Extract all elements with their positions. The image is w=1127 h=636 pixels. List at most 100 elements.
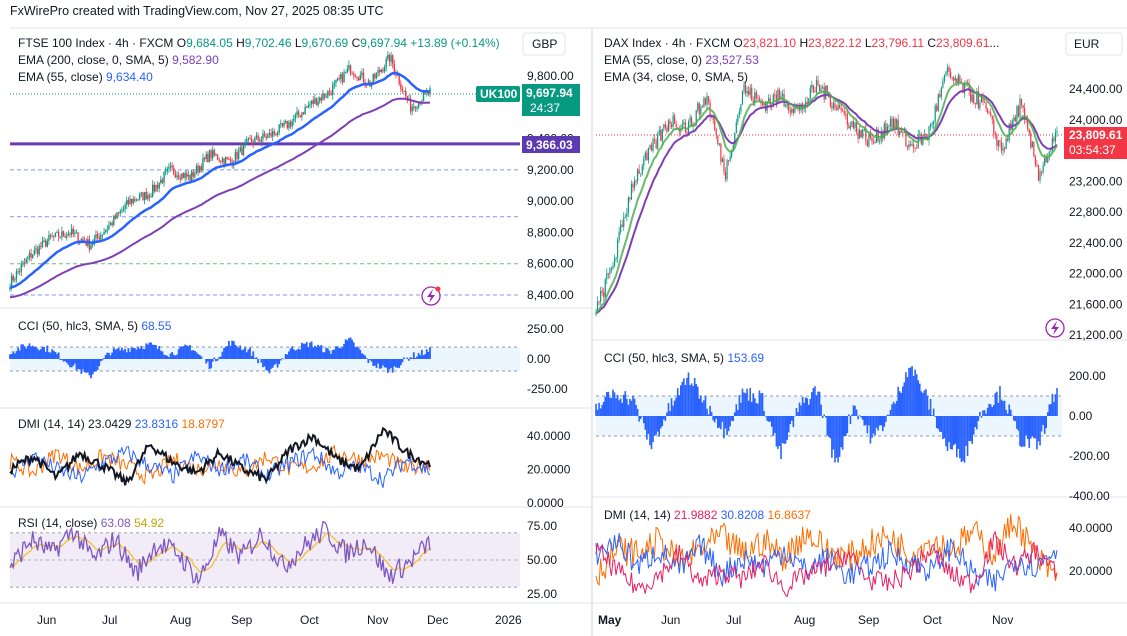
ftse-candle-body — [127, 200, 130, 205]
dax-legend-title: DAX Index · 4h · FXCM O23,821.10 H23,822… — [604, 36, 999, 50]
cci-bar — [36, 348, 39, 359]
ftse-candle-body — [348, 65, 350, 69]
ftse-candle-body — [163, 172, 165, 183]
cci-bar — [351, 339, 354, 359]
ftse-candle-body — [72, 228, 74, 234]
dax-candle-body — [983, 101, 986, 103]
dax-candle-body — [660, 130, 662, 141]
ftse-candle-body — [203, 157, 206, 160]
cci-bar — [125, 352, 128, 359]
dax-candle-body — [754, 92, 756, 103]
dax-cci-bar — [709, 405, 711, 416]
dax-candle-body — [706, 96, 708, 105]
ftse-candle-body — [341, 73, 344, 83]
ftse-y-tick: 8,800.00 — [527, 225, 574, 239]
dax-candle-body — [974, 102, 976, 105]
cci-bar — [369, 359, 371, 360]
cci-bar — [20, 344, 23, 359]
cci-bar — [10, 353, 13, 359]
dax-candle-body — [763, 103, 765, 106]
dax-cci-bar — [860, 416, 862, 418]
dax-candle-body — [948, 67, 950, 72]
ftse-candle-body — [404, 90, 407, 96]
cci-bar — [93, 359, 96, 372]
ftse-y-tick: 8,400.00 — [527, 288, 574, 302]
ftse-candle-body — [265, 136, 267, 139]
ftse-candle-body — [388, 54, 391, 62]
ftse-candle-body — [215, 154, 217, 156]
ftse-candle-body — [30, 253, 32, 258]
cci-bar — [187, 346, 190, 359]
dax-cci-bar — [673, 400, 676, 416]
dax-cci-bar — [703, 400, 705, 416]
dax-cci-bar — [886, 414, 889, 416]
dax-cci-bar — [696, 386, 699, 416]
dax-cci-bar — [1002, 401, 1004, 416]
ftse-candle-body — [325, 96, 327, 98]
dax-cci-bar — [932, 408, 935, 416]
dax-candle-body — [701, 106, 703, 108]
cci-bar — [161, 351, 164, 359]
dax-candle-body — [606, 273, 608, 280]
dax-candle-body — [906, 146, 909, 148]
ftse-candle-body — [241, 147, 243, 156]
ftse-candle-body — [322, 93, 324, 101]
dax-cci-bar — [1006, 413, 1009, 416]
cci-bar — [412, 352, 415, 359]
dax-cci-bar — [917, 380, 920, 416]
cci-bar — [49, 352, 52, 359]
ftse-candle-body — [343, 72, 345, 83]
countdown-tag: 24:37 — [530, 101, 560, 115]
ftse-candle-body — [213, 150, 216, 156]
dax-candle-body — [970, 90, 972, 102]
ftse-candle-body — [236, 151, 238, 159]
dax-cci-bar — [763, 410, 765, 416]
cci-bar — [260, 359, 263, 363]
dax-cci-bar — [1053, 401, 1055, 416]
dax-cci-bar — [758, 390, 761, 416]
dax-cci-bar — [707, 414, 710, 416]
dax-cci-bar — [769, 416, 772, 422]
ftse-candle-body — [328, 91, 331, 93]
dax-cci-bar — [604, 396, 607, 416]
dax-candle-body — [647, 148, 650, 161]
cci-bar — [360, 353, 363, 359]
dax-cci-bar — [684, 384, 687, 416]
ftse-candle-body — [62, 231, 65, 237]
dax-cci-bar — [943, 416, 946, 439]
ftse-candle-body — [284, 121, 287, 123]
dax-cci-bar — [881, 416, 884, 432]
ftse-candle-body — [309, 104, 311, 106]
cci-bar — [103, 358, 105, 359]
dax-candle-body — [792, 108, 794, 113]
dax-cci-bar — [701, 402, 704, 416]
dax-candle-body — [638, 169, 640, 174]
cci-bar — [395, 359, 397, 368]
dax-cci-bar — [948, 416, 950, 443]
ftse-candle-body — [314, 98, 316, 104]
cci-bar — [132, 347, 135, 359]
cci-bar — [35, 346, 37, 359]
dax-candle-body — [851, 121, 853, 127]
dax-candle-body — [879, 140, 881, 142]
dax-cci-bar — [644, 416, 647, 430]
dax-cci-bar — [659, 416, 662, 429]
ftse-candle-body — [140, 192, 143, 195]
dax-cci-bar — [624, 391, 627, 416]
ftse-candle-body — [286, 121, 288, 128]
dax-cci-bar — [596, 409, 599, 416]
ftse-candle-body — [362, 72, 365, 83]
ftse-candle-body — [10, 275, 13, 288]
dax-candle-body — [643, 158, 645, 166]
cci-bar — [98, 359, 101, 367]
dax-cci-bar — [1034, 416, 1037, 439]
cci-bar — [300, 342, 303, 359]
cci-bar — [356, 346, 358, 359]
dax-cci-bar — [595, 403, 597, 416]
ftse-candle-body — [168, 166, 170, 169]
ftse-candle-body — [80, 238, 83, 241]
cci-bar — [424, 354, 427, 359]
dax-candle-body — [1053, 138, 1055, 142]
cci-bar — [406, 357, 409, 359]
